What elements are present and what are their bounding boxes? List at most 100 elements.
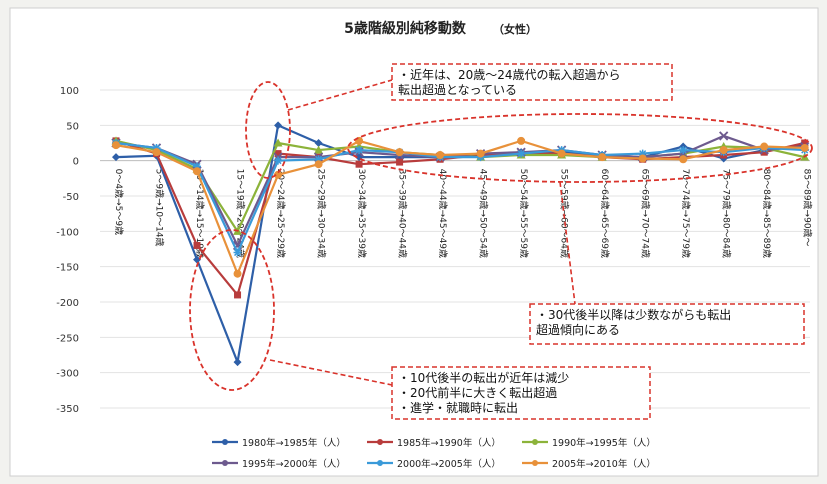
data-point — [355, 160, 363, 168]
data-point — [112, 153, 120, 162]
callout-box — [391, 366, 651, 420]
y-tick-label: 100 — [60, 86, 79, 97]
data-point — [274, 170, 283, 179]
chart-title: 5歳階級別純移動数 — [344, 20, 467, 37]
data-point — [719, 131, 729, 141]
data-point — [355, 146, 364, 155]
callouts: ・近年は、20歳～24歳代の転入超過から転出超過となっている・30代後半以降は少… — [189, 63, 813, 420]
data-point — [557, 149, 566, 158]
data-point — [476, 149, 485, 158]
x-tick-label: 35～39歳→40～44歳 — [397, 169, 409, 258]
y-tick-label: -250 — [56, 333, 79, 344]
x-tick-label: 75～79歳→80～84歳 — [721, 169, 733, 258]
legend-label: 1995年→2000年（人） — [242, 458, 346, 470]
data-point — [679, 155, 688, 164]
callout-text: 転出超過となっている — [398, 82, 517, 97]
legend-label: 1980年→1985年（人） — [242, 437, 346, 449]
data-point — [193, 255, 202, 264]
data-point — [233, 248, 242, 257]
callout-leader — [287, 79, 393, 111]
legend-marker — [222, 439, 228, 445]
data-point — [314, 160, 323, 169]
legend-marker — [532, 439, 538, 445]
legend: 1980年→1985年（人） 1985年→1990年（人） 1990年→1995年（… — [212, 437, 656, 470]
y-tick-label: -200 — [56, 298, 79, 309]
series-line — [115, 141, 805, 256]
legend-label: 2005年→2010年（人） — [552, 458, 656, 470]
y-tick-label: -300 — [56, 369, 79, 380]
x-tick-label: 45～49歳→50～54歳 — [478, 169, 490, 258]
data-point — [233, 269, 242, 278]
x-tick-label: 70～74歳→75～79歳 — [680, 169, 692, 258]
series-6 — [112, 136, 809, 278]
legend-marker — [222, 460, 228, 466]
y-tick-label: 50 — [66, 121, 79, 132]
callout-text: ・近年は、20歳～24歳代の転入超過から — [398, 67, 621, 82]
x-tick-label: 5～9歳→10～14歳 — [154, 169, 166, 247]
legend-marker — [377, 460, 383, 466]
x-tick-label: 30～34歳→35～39歳 — [356, 169, 368, 258]
data-point — [638, 154, 647, 163]
callout-leader — [269, 359, 393, 386]
x-tick-label: 80～84歳→85～89歳 — [761, 169, 773, 258]
legend-label: 1985年→1990年（人） — [397, 437, 501, 449]
x-tick-label: 10～14歳→15～19歳 — [194, 169, 206, 258]
callout-text: ・10代後半の転出が近年は減少 — [398, 370, 569, 385]
x-tick-label: 50～54歳→55～59歳 — [518, 169, 530, 258]
x-tick-label: 0～4歳→5～9歳 — [113, 169, 125, 235]
data-point — [760, 142, 769, 151]
x-tick-label: 20～24歳→25～29歳 — [275, 169, 287, 258]
callout-box — [391, 63, 673, 101]
data-point — [193, 241, 201, 249]
data-point — [314, 145, 324, 154]
data-point — [193, 167, 202, 176]
data-point — [112, 141, 120, 150]
data-point — [719, 146, 728, 155]
data-point — [152, 148, 161, 157]
y-axis: 100 50 0 -50 -100 -150 -200 -250 -300 -350 — [56, 86, 79, 415]
x-tick-label: 15～19歳→20～24歳 — [235, 169, 247, 258]
highlight-ellipse-teens — [189, 229, 275, 391]
data-point — [395, 148, 404, 157]
callout-text: ・進学・就職時に転出 — [398, 400, 518, 415]
data-point — [638, 149, 647, 158]
data-point — [517, 149, 526, 158]
x-tick-label: 25～29歳→30～34歳 — [316, 169, 328, 258]
callout-box — [529, 303, 805, 345]
data-point — [152, 143, 161, 152]
x-axis: 0～4歳→5～9歳 5～9歳→10～14歳 10～14歳→15～19歳 15～19歳→… — [113, 169, 814, 258]
data-point — [274, 156, 283, 165]
data-point — [193, 162, 202, 171]
data-point — [760, 148, 768, 156]
callout-text: ・30代後半以降は少数ながらも転出 — [536, 307, 731, 322]
legend-label: 2000年→2005年（人） — [397, 458, 501, 470]
data-point — [598, 153, 607, 162]
y-tick-label: 0 — [73, 157, 79, 168]
callout-text: 超過傾向にある — [536, 322, 620, 337]
data-point — [314, 139, 323, 147]
data-point — [517, 136, 526, 145]
highlight-ellipse-30s-plus — [347, 113, 813, 183]
y-tick-label: -350 — [56, 404, 79, 415]
callout-leader — [559, 181, 576, 305]
data-point — [800, 143, 809, 152]
data-point — [436, 151, 445, 160]
data-point — [274, 121, 283, 130]
data-point — [801, 139, 809, 147]
highlight-ellipse-20s — [245, 81, 291, 179]
callout-text: ・20代前半に大きく転出超過 — [398, 385, 557, 400]
data-point — [396, 158, 404, 166]
x-tick-label: 60～64歳→65～69歳 — [599, 169, 611, 258]
data-point — [314, 155, 323, 164]
legend-marker — [377, 439, 383, 445]
x-tick-label: 40～44歳→45～49歳 — [437, 169, 449, 258]
x-tick-label: 85～89歳→90歳～ — [802, 169, 814, 247]
legend-marker — [532, 460, 538, 466]
series-group — [111, 121, 810, 367]
data-point — [234, 291, 242, 299]
y-tick-label: -150 — [56, 263, 79, 274]
data-point — [679, 146, 688, 155]
chart-subtitle: （女性） — [493, 22, 537, 36]
